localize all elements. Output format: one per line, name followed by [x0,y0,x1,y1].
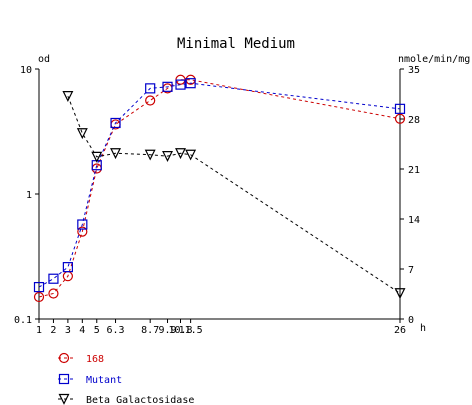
data-point [394,288,406,300]
x-tick-label: 6.3 [107,325,125,336]
legend-item: 168 [58,352,104,365]
data-point [394,103,406,114]
right-tick-label: 28 [408,115,420,126]
legend-label: 168 [86,354,104,365]
x-tick-label: 2 [50,325,56,336]
data-point [91,151,103,163]
data-point [162,81,173,92]
x-tick-label: 1 [36,325,42,336]
legend-marker [58,393,70,405]
data-point [185,78,196,89]
series-line [38,79,401,298]
left-tick-label: 10 [20,65,32,76]
chart-title: Minimal Medium [177,36,295,52]
x-axis-unit-label: h [420,323,426,334]
left-axis-unit-label: od [38,54,50,65]
data-point [62,91,74,102]
data-point [175,148,186,160]
right-tick-label: 35 [408,65,420,76]
data-point [33,281,45,293]
data-point [394,113,406,124]
series-line [38,82,401,288]
data-point [185,149,197,161]
series-layer [33,74,406,303]
x-tick-label: 9.9 [158,325,176,336]
left-tick-label: 1 [26,190,32,201]
data-point [110,117,121,129]
data-point [77,219,88,230]
legend-label: Mutant [86,375,122,386]
series-2 [62,91,406,300]
data-point [144,149,156,161]
data-point [145,95,156,106]
data-point [48,273,59,284]
axes [38,69,401,320]
right-tick-label: 7 [408,265,414,276]
left-tick-label: 0.1 [14,315,32,326]
data-point [48,288,59,299]
data-point [162,151,173,162]
data-point [175,79,186,90]
legend-label: Beta Galactosidase [86,395,194,405]
x-tick-label: 26 [394,325,406,336]
x-tick-label: 3 [65,325,71,336]
legend-marker [58,352,70,364]
data-point [145,83,156,94]
right-tick-label: 14 [408,215,420,226]
series-1 [33,78,406,293]
legend-item: Mutant [58,373,122,386]
data-point [91,163,102,174]
legend-item: Beta Galactosidase [58,393,194,405]
x-tick-label: 10.8 [168,325,192,336]
data-point [77,226,88,237]
x-tick-label: 4 [79,325,85,336]
right-axis-unit-label: nmole/min/mg [398,54,470,65]
x-tick-label: 11.5 [179,325,203,336]
data-point [33,291,45,303]
data-point [62,262,73,273]
data-point [76,128,88,140]
series-0 [33,74,406,303]
legend-marker [58,373,70,385]
x-tick-label: 8.7 [141,325,159,336]
legend: 168 Mutant Beta Galactosidase [58,352,194,405]
right-tick-label: 21 [408,165,420,176]
series-line [67,95,401,294]
x-tick-label: 5 [94,325,100,336]
right-tick-label: 0 [408,315,414,326]
data-point [110,148,122,160]
